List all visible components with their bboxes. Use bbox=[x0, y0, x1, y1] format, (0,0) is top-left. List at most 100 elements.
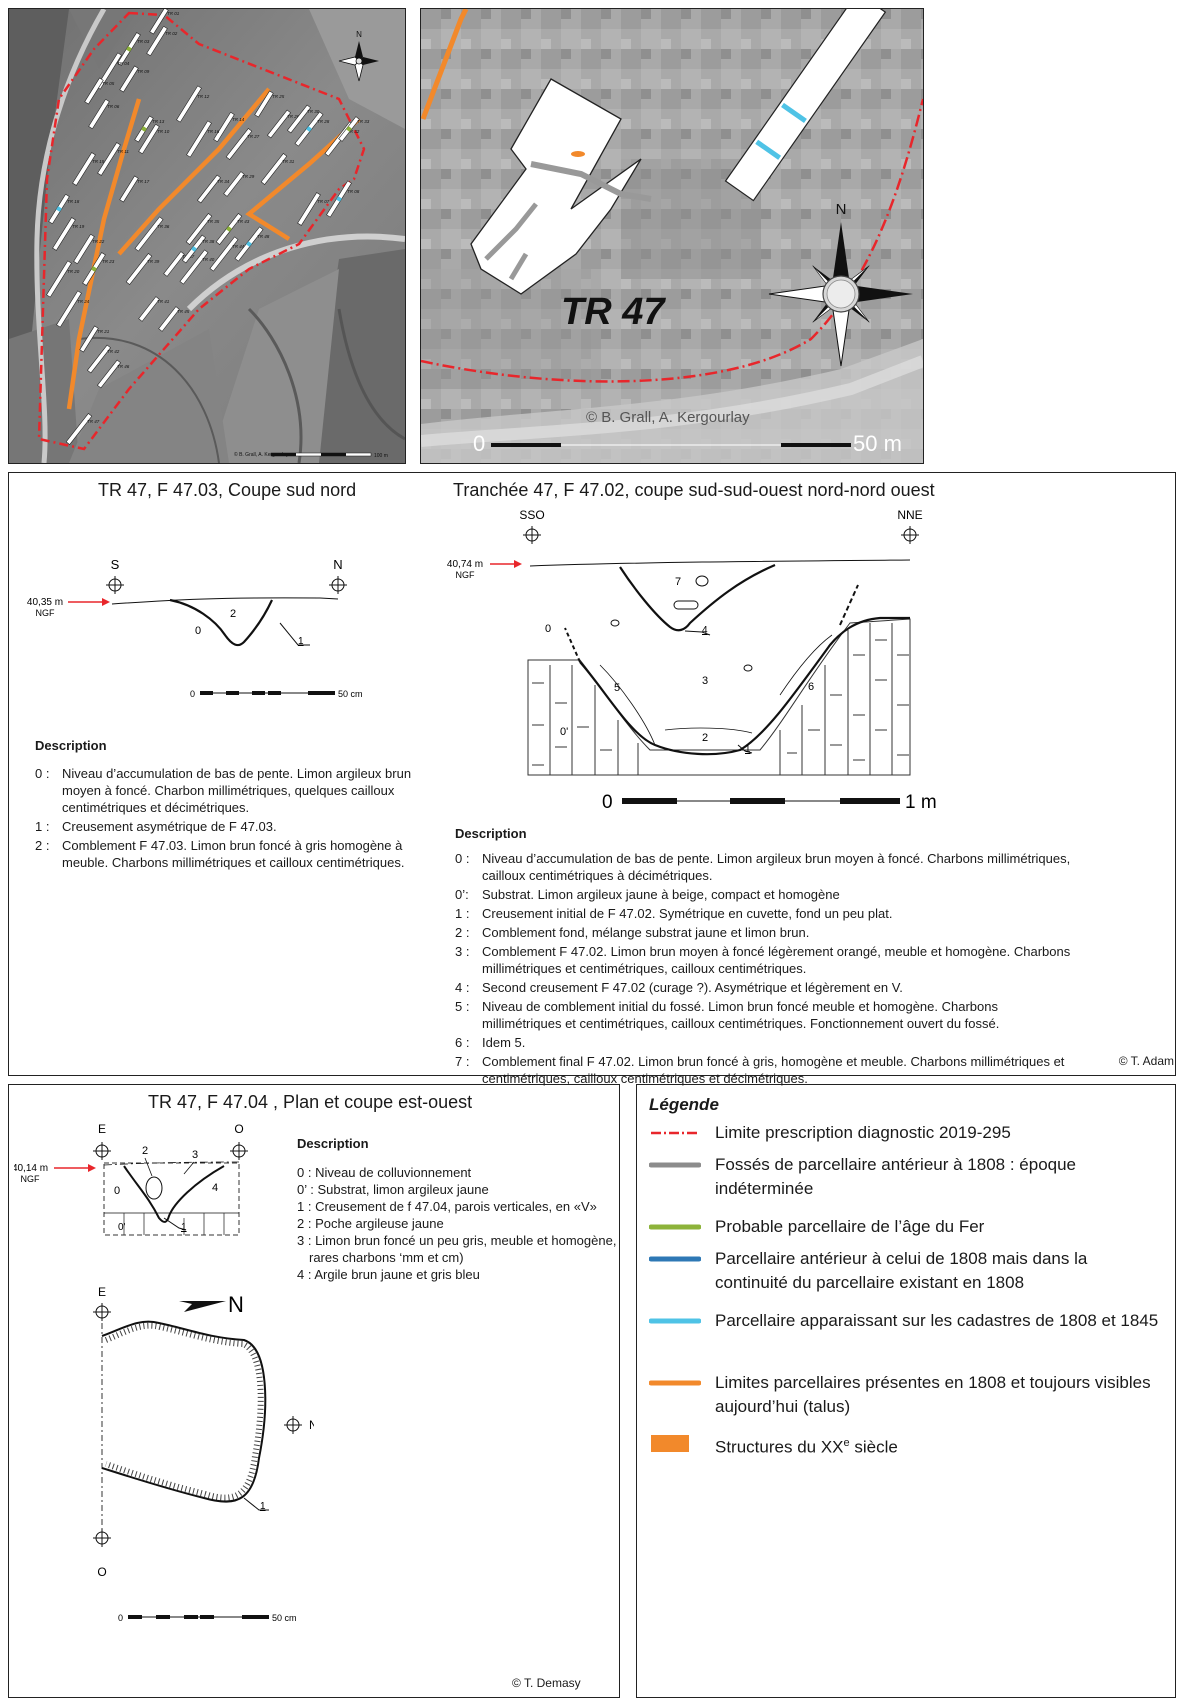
description-item: 2 : Comblement F 47.03. Limon brun foncé … bbox=[35, 837, 415, 871]
trench-label: TR 02 bbox=[165, 31, 178, 36]
trench-label: TR 23 bbox=[102, 259, 115, 264]
trench bbox=[338, 116, 360, 142]
trench bbox=[119, 175, 139, 203]
trench bbox=[146, 25, 168, 57]
description-text: Comblement final F 47.02. Limon brun fon… bbox=[482, 1054, 1065, 1086]
legend-item: Limite prescription diagnostic 2019-295 bbox=[649, 1121, 1159, 1145]
trench bbox=[97, 142, 121, 176]
trench-label: TR 25 bbox=[272, 94, 285, 99]
section2-scale-start: 0 bbox=[602, 792, 613, 813]
trench-label: TR 42 bbox=[107, 349, 120, 354]
trench bbox=[179, 249, 209, 285]
trench-label: TR 27 bbox=[247, 134, 260, 139]
description-item: 1 : Creusement initial de F 47.02. Symétr… bbox=[455, 905, 1075, 922]
trench bbox=[117, 32, 141, 66]
trench bbox=[294, 111, 324, 147]
diagnostic-boundary bbox=[421, 98, 923, 383]
section1-right-datum bbox=[329, 576, 347, 594]
section1-title: TR 47, F 47.03, Coupe sud nord bbox=[98, 480, 357, 500]
trench-label: TR 21 bbox=[97, 329, 110, 334]
zoom-map: TR 47 N © B. Grall, A. Kergourlay 0 50 bbox=[421, 9, 923, 463]
legend-label: Parcellaire antérieur à celui de 1808 ma… bbox=[715, 1249, 1088, 1292]
section3-plan-outline bbox=[101, 1320, 267, 1503]
zoom-north-label: N bbox=[836, 201, 847, 218]
trench bbox=[186, 120, 212, 158]
legend-panel: Légende Limite prescription diagnostic 2… bbox=[636, 1084, 1176, 1698]
legend-symbol-icon bbox=[648, 1309, 702, 1333]
section2-elevation: 40,74 m bbox=[447, 559, 483, 570]
section2-right-dir: NNE bbox=[897, 508, 922, 522]
section3-elevation-unit: NGF bbox=[21, 1174, 41, 1184]
description-key: 2 : bbox=[455, 925, 470, 940]
trench bbox=[72, 152, 96, 186]
trench bbox=[134, 216, 164, 252]
description-text: Second creusement F 47.02 (curage ?). As… bbox=[482, 980, 903, 995]
description-text: Niveau de comblement initial du fossé. L… bbox=[482, 999, 1000, 1031]
section2-layer-label: 0 bbox=[545, 623, 551, 635]
description-item: 0’ : Substrat, limon argileux jaune bbox=[297, 1182, 489, 1197]
section3-elevation: 40,14 m bbox=[14, 1163, 48, 1174]
section1-description: 0 : Niveau d’accumulation de bas de pente… bbox=[35, 765, 415, 873]
trench-label: TR 06 bbox=[107, 104, 120, 109]
section3-credit: © T. Demasy bbox=[512, 1676, 581, 1690]
section2-drawing: SSO NNE 40,74 m NGF 7 4 0 5 bbox=[447, 508, 937, 813]
trench bbox=[88, 98, 110, 130]
description-item: 0 : Niveau d’accumulation de bas de pente… bbox=[35, 765, 415, 816]
description-key: 0 : bbox=[35, 766, 50, 781]
talus-line bbox=[421, 9, 469, 120]
section1-desc-title: Description bbox=[35, 738, 107, 753]
trench bbox=[286, 104, 312, 134]
aerial-map-panel: TR 01 TR 02 TR 03 TR 04 TR 05 TR 06 TR 07 TR 08… bbox=[8, 8, 406, 464]
description-key: 1 : bbox=[455, 906, 470, 921]
zoom-scale-end: 50 m bbox=[853, 431, 902, 456]
description-text: Creusement initial de F 47.02. Symétriqu… bbox=[482, 906, 893, 921]
trench-label: TR 03 bbox=[137, 39, 150, 44]
trench bbox=[225, 128, 253, 160]
trench-label: TR 10 bbox=[157, 129, 170, 134]
section2-scale-end: 1 m bbox=[905, 792, 937, 813]
description-item: 0 : Niveau de colluvionnement bbox=[297, 1165, 472, 1180]
section3-scale-start: 0 bbox=[118, 1613, 123, 1623]
legend-symbol-icon bbox=[649, 1431, 701, 1455]
trench-label: TR 17 bbox=[137, 179, 150, 184]
section3-plan-north-datum bbox=[284, 1416, 302, 1434]
legend-item: Fossés de parcellaire antérieur à 1808 :… bbox=[648, 1153, 1159, 1201]
trench bbox=[254, 90, 274, 118]
legend-label: Structures du XXe siècle bbox=[715, 1437, 898, 1457]
trench bbox=[48, 193, 70, 225]
section2-layer-label: 2 bbox=[702, 732, 708, 744]
section1-right-dir: N bbox=[333, 557, 342, 572]
trench bbox=[266, 109, 292, 139]
description-item: 5 : Niveau de comblement initial du fossé… bbox=[455, 998, 1075, 1032]
trench bbox=[56, 290, 82, 328]
description-text: Comblement F 47.02. Limon brun moyen à f… bbox=[482, 944, 1071, 976]
section1-left-datum bbox=[106, 576, 124, 594]
section3-profile bbox=[123, 1165, 225, 1223]
section1-profile bbox=[169, 598, 273, 647]
trench-label: TR 31 bbox=[282, 159, 295, 164]
section1-scale-end: 50 cm bbox=[338, 689, 363, 699]
description-key: 2 : bbox=[35, 838, 50, 853]
trench bbox=[158, 306, 180, 332]
aerial-map: TR 01 TR 02 TR 03 TR 04 TR 05 TR 06 TR 07 TR 08… bbox=[9, 9, 405, 463]
trench bbox=[119, 65, 139, 93]
section3-drawing: E O 40,14 m NGF 2 3 0 4 0' 1 E N 1 N O bbox=[14, 1122, 314, 1623]
section2-substrate-hatch bbox=[527, 618, 911, 776]
section3-layer-label: 2 bbox=[142, 1145, 148, 1157]
description-key: 3 : bbox=[455, 944, 470, 959]
zoom-credit: © B. Grall, A. Kergourlay bbox=[586, 409, 750, 426]
section2-description: 0 : Niveau d’accumulation de bas de pente… bbox=[455, 850, 1075, 1089]
description-key: 4 : bbox=[455, 980, 470, 995]
trench bbox=[163, 251, 185, 277]
trench-label: TR 34 bbox=[217, 179, 230, 184]
trench-label: TR 19 bbox=[72, 224, 85, 229]
section1-layer-label: 0 bbox=[195, 625, 201, 637]
legend-label: Parcellaire apparaissant sur les cadastr… bbox=[715, 1311, 1159, 1330]
trench bbox=[176, 85, 202, 123]
trench-label: TR 32 bbox=[347, 129, 360, 134]
trench-label: TR 11 bbox=[117, 149, 129, 154]
legend-item: Parcellaire antérieur à celui de 1808 ma… bbox=[648, 1247, 1159, 1295]
legend-item: Parcellaire apparaissant sur les cadastr… bbox=[648, 1309, 1159, 1333]
legend-label: Limite prescription diagnostic 2019-295 bbox=[715, 1123, 1011, 1142]
legend-label: Probable parcellaire de l’âge du Fer bbox=[715, 1217, 985, 1236]
